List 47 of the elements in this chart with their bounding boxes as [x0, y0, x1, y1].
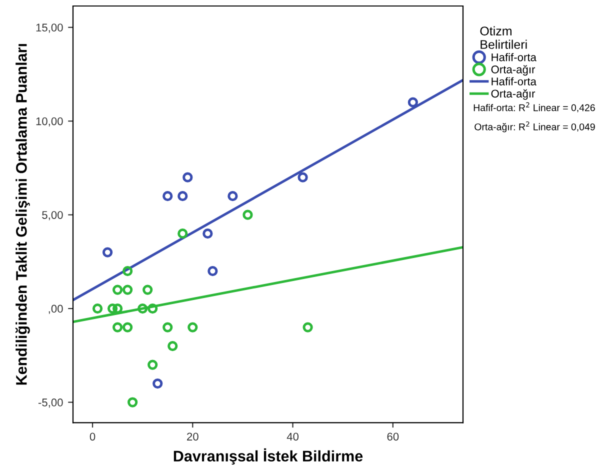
point	[122, 266, 133, 276]
x-tick-label: 0	[90, 432, 96, 441]
point	[228, 191, 238, 202]
legend-label: Orta-ağır	[491, 65, 536, 76]
text: Hafif-orta: R$^{2}$ Linear = 0,426	[474, 102, 595, 112]
legend-label: Hafif-orta	[492, 53, 536, 62]
point	[92, 303, 103, 314]
y-tick-label: 15,00	[36, 24, 63, 33]
legend-label: Orta-ağır	[491, 89, 536, 100]
text: Orta-ağır: R$^{2}$ Linear = 0,049	[474, 121, 595, 132]
x-tick-label: 20	[187, 432, 198, 441]
legend-title: Otizm Belirtileri	[480, 26, 527, 49]
point	[242, 210, 253, 220]
point	[107, 303, 118, 314]
point	[142, 284, 153, 295]
y-tick-label: 5,00	[42, 211, 63, 220]
point	[152, 378, 163, 389]
point	[148, 303, 158, 314]
point	[188, 322, 198, 332]
x-tick-label: 40	[286, 432, 299, 441]
point	[122, 284, 133, 295]
point	[298, 172, 308, 182]
point	[162, 322, 173, 332]
point	[168, 340, 178, 352]
legend-label: Hafif-orta	[492, 77, 536, 86]
point	[122, 322, 133, 332]
point	[138, 303, 148, 314]
y-tick-label: ,00	[48, 304, 63, 314]
point	[178, 228, 188, 239]
y-tick-label: 10,00	[36, 117, 63, 127]
y-axis-title: Kendiliğinden Taklit Gelişimi Ortalama Puanları	[15, 44, 30, 385]
point	[202, 228, 213, 239]
point	[162, 191, 173, 202]
point	[112, 322, 123, 332]
point	[182, 172, 193, 182]
point	[112, 303, 123, 314]
x-tick-label: 60	[387, 432, 399, 441]
point	[148, 360, 158, 370]
point	[128, 397, 138, 408]
point	[408, 97, 418, 108]
point	[208, 266, 218, 276]
point	[112, 284, 123, 295]
x-axis-title: Davranışsal İstek Bildirme	[174, 448, 363, 465]
point	[302, 322, 313, 332]
point	[102, 247, 113, 258]
y-tick-label: -5,00	[38, 398, 63, 408]
point	[178, 191, 188, 202]
